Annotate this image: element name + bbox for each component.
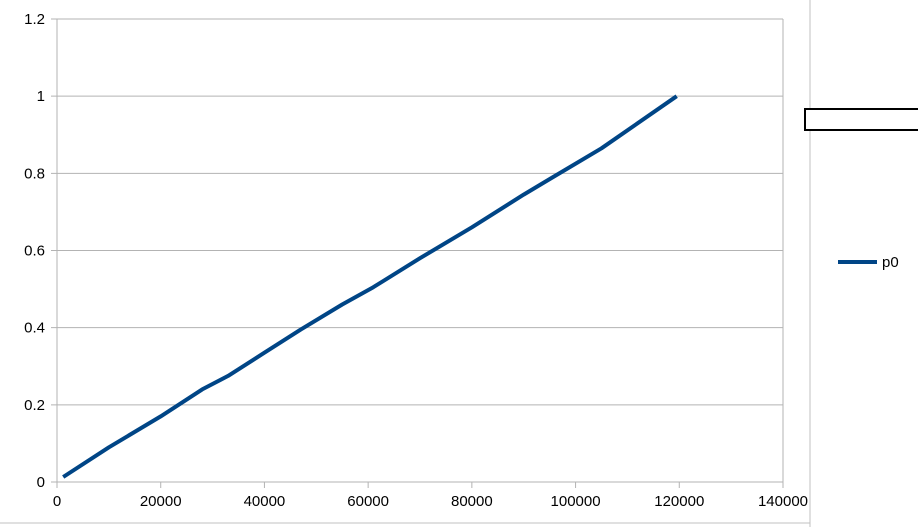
x-tick-label: 60000 — [347, 493, 389, 510]
y-tick-label: 1 — [37, 88, 45, 105]
x-tick-labels: 0 20000 40000 60000 80000 100000 120000 140000 — [53, 493, 808, 510]
x-tick-label: 20000 — [140, 493, 182, 510]
x-tick-label: 100000 — [551, 493, 601, 510]
x-tick-label: 140000 — [758, 493, 808, 510]
y-tick-labels: 0 0.2 0.4 0.6 0.8 1 1.2 — [24, 11, 45, 491]
axes — [0, 0, 811, 527]
y-tick-label: 1.2 — [24, 11, 45, 28]
y-tick-label: 0.6 — [24, 243, 45, 260]
y-tick-label: 0.8 — [24, 165, 45, 182]
x-tick-label: 80000 — [451, 493, 493, 510]
x-tick-label: 0 — [53, 493, 61, 510]
empty-title-box — [804, 108, 918, 131]
y-tick-label: 0.2 — [24, 397, 45, 414]
gridlines — [51, 18, 783, 483]
legend: p0 — [838, 254, 899, 271]
series-layer — [62, 94, 678, 479]
y-tick-label: 0.4 — [24, 320, 45, 337]
x-tick-label: 120000 — [654, 493, 704, 510]
y-tick-label: 0 — [37, 474, 45, 491]
series-line-p0 — [62, 94, 678, 479]
x-tick-label: 40000 — [244, 493, 286, 510]
legend-label-p0: p0 — [882, 254, 899, 271]
